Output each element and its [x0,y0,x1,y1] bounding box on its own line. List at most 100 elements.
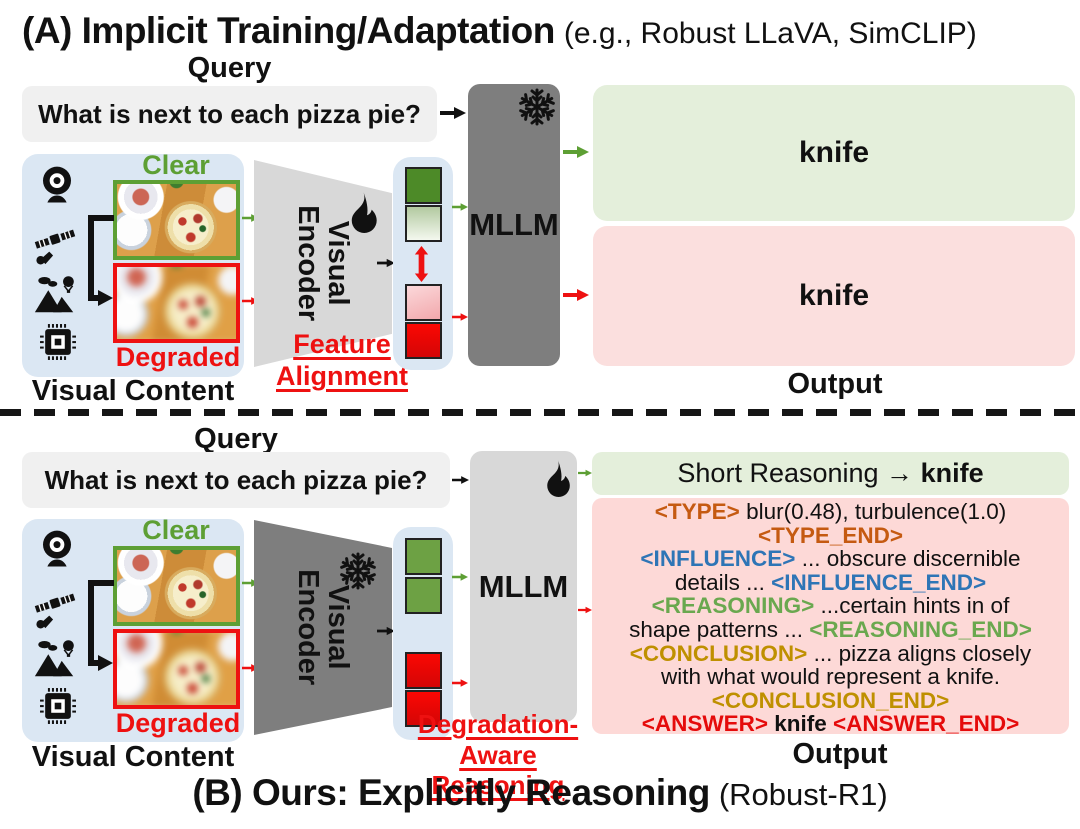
visual-encoder-b: Visual Encoder [254,520,392,735]
short-reasoning-text: Short Reasoning [677,458,887,488]
arrow-encoder-to-features-a [377,258,395,268]
arrow-features-to-mllm-green-a [452,203,468,211]
section-a-title: (A) Implicit Training/Adaptation (e.g., R… [22,10,977,52]
output-clear-box-a: knife [593,85,1075,221]
alignment-double-arrow-icon [414,245,429,283]
section-a-title-text: (A) Implicit Training/Adaptation [22,10,555,51]
reasoning-tag: <REASONING> [651,593,815,619]
clear-feature-token-2-a [405,205,442,242]
reasoning-line: details ... <INFLUENCE_END> [592,569,1069,595]
section-b-title-note: (Robust-R1) [718,777,888,812]
reasoning-text: ...certain hints in of [814,593,1010,619]
influence-tag: <INFLUENCE> [640,546,796,572]
reasoning-tag: <REASONING_END> [809,616,1032,642]
reasoning-text: shape patterns ... [629,616,810,642]
query-label-b: Query [194,423,278,455]
clear-to-degraded-connector-b [88,580,114,671]
flame-icon [547,460,570,497]
visual-content-caption-a: Visual Content [31,375,235,407]
satellite-icon [34,229,76,265]
mllm-box-a: MLLM [468,84,560,366]
reasoning-text: details ... [674,569,772,595]
clear-feature-token-1-a [405,167,442,204]
query-label-a: Query [187,52,272,84]
output-degraded-box-a: knife [593,226,1075,366]
arrow-mllm-to-reasoning-b [578,606,592,614]
visual-content-caption-b: Visual Content [31,741,235,773]
pizza-photo [117,550,236,622]
webcam-icon [43,530,71,567]
query-box-b: What is next to each pizza pie? [22,452,450,508]
reasoning-line: <TYPE> blur(0.48), turbulence(1.0) [592,500,1069,524]
section-a-title-note: (e.g., Robust LLaVA, SimCLIP) [563,17,977,50]
pizza-photo [117,184,236,256]
type-tag: <TYPE_END> [757,522,904,548]
clear-image-b [113,546,240,626]
answer-tag: <ANSWER_END> [833,711,1020,737]
reasoning-line: <CONCLUSION_END> [592,687,1069,713]
section-divider [0,409,1080,416]
short-reasoning-arrow: → [886,458,921,488]
degraded-feature-token-2-b [405,690,442,727]
reasoning-line: <INFLUENCE> ... obscure discernible [592,547,1069,571]
feature-alignment-label: Feature Alignment [268,329,416,393]
chip-icon [40,324,76,360]
arrow-features-to-mllm-red-b [452,679,468,687]
answer-tag: <ANSWER> [641,711,768,737]
degraded-feature-token-2-a [405,322,442,359]
output-caption-a: Output [787,368,883,400]
degraded-feature-token-1-b [405,652,442,689]
degraded-label-a: Degraded [115,342,241,372]
degraded-image-b [113,629,240,709]
section-b-title: (B) Ours: Explicitly Reasoning (Robust-R1… [0,772,1080,814]
snowflake-icon [339,552,377,590]
degraded-label-b: Degraded [115,708,241,738]
arrow-encoder-to-features-b [377,626,395,636]
short-reasoning-box: Short Reasoning → knife [592,452,1069,495]
snowflake-icon [518,88,556,126]
degradation-line2: Aware Reasoning [431,739,565,801]
feature-alignment-line1: Feature [293,329,391,359]
conclusion-tag: <CONCLUSION> [629,640,808,666]
pizza-photo-degraded [117,267,236,339]
short-reasoning-answer: knife [920,458,984,488]
reasoning-text: knife [767,711,833,737]
arrow-mllm-to-short-reasoning-b [578,469,592,477]
reasoning-line: <REASONING> ...certain hints in of [592,594,1069,618]
clear-feature-token-2-b [405,577,442,614]
pizza-photo-degraded [117,633,236,705]
clear-label-b: Clear [142,515,210,545]
flame-icon [351,192,377,233]
influence-tag: <INFLUENCE_END> [771,569,987,595]
clear-to-degraded-connector-a [88,215,114,306]
arrow-mllm-to-output-degraded-a [563,289,589,301]
conclusion-tag: <CONCLUSION_END> [711,687,950,713]
reasoning-text: blur(0.48), turbulence(1.0) [739,499,1007,524]
landscape-icon [34,276,74,313]
landscape-icon [34,640,74,677]
chip-icon [40,688,76,724]
degraded-image-a [113,263,240,343]
reasoning-text: with what would represent a knife. [661,664,1000,690]
arrow-query-to-mllm-b [452,476,469,484]
reasoning-line: <CONCLUSION> ... pizza aligns closely [592,640,1069,666]
arrow-mllm-to-output-clear-a [563,146,589,158]
query-box-a: What is next to each pizza pie? [22,86,437,142]
section-b-title-text: (B) Ours: Explicitly Reasoning [192,772,710,813]
arrow-features-to-mllm-green-b [452,573,468,581]
output-caption-b: Output [792,738,888,770]
webcam-icon [43,166,71,203]
degradation-line1: Degradation- [417,709,579,739]
feature-alignment-line2: Alignment [276,360,408,391]
visual-encoder-a: Visual Encoder [254,160,392,367]
arrow-query-to-mllm-a [440,107,466,119]
reasoning-text: ... obscure discernible [795,546,1021,572]
clear-image-a [113,180,240,260]
reasoning-line: with what would represent a knife. [592,665,1069,689]
type-tag: <TYPE> [654,499,740,524]
reasoning-line: shape patterns ... <REASONING_END> [592,618,1069,642]
satellite-icon [34,593,76,629]
visual-encoder-line2: Encoder [292,205,324,322]
arrow-features-to-mllm-red-a [452,313,468,321]
